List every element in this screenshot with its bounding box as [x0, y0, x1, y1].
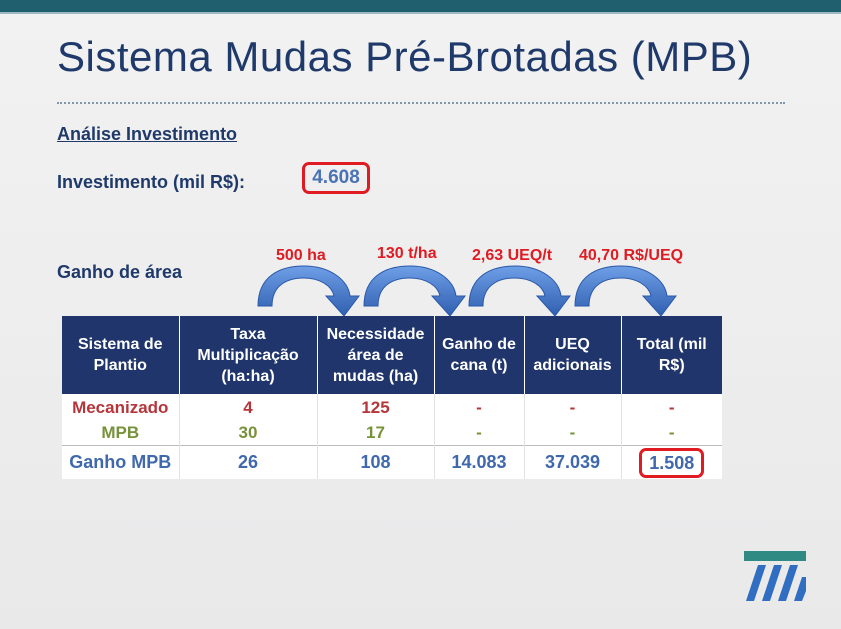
arrow-label-yield: 130 t/ha	[377, 245, 437, 262]
curved-arrow-icon	[363, 265, 466, 317]
table-cell: 14.083	[434, 445, 525, 479]
curved-arrow-icon	[574, 265, 677, 317]
top-bar-line	[0, 12, 841, 14]
table-cell: -	[434, 421, 525, 446]
header-multiplication-rate: Taxa Multiplicação (ha:ha)	[179, 316, 318, 394]
table-cell: -	[621, 421, 722, 446]
header-cane-gain: Ganho de cana (t)	[434, 316, 525, 394]
header-additional-ueq: UEQ adicionais	[524, 316, 622, 394]
table-cell: -	[524, 421, 622, 446]
table-cell: -	[524, 394, 622, 421]
table-row-mecanizado: Mecanizado 4 125 - - -	[62, 394, 722, 421]
header-line: Taxa	[230, 325, 266, 343]
header-line: R$)	[658, 357, 685, 374]
header-line: Multiplicação	[197, 346, 299, 364]
curved-arrow-icon	[468, 265, 571, 317]
table-cell: Ganho MPB	[62, 445, 180, 479]
table-cell: MPB	[62, 421, 180, 446]
header-seedling-area: Necessidade área de mudas (ha)	[317, 316, 435, 394]
table-cell: Mecanizado	[62, 394, 180, 421]
table-cell: 26	[179, 445, 318, 479]
table-cell: -	[434, 394, 525, 421]
top-bar	[0, 0, 841, 12]
header-total: Total (mil R$)	[621, 316, 722, 394]
analysis-heading: Análise Investimento	[57, 124, 238, 144]
company-logo	[744, 551, 806, 601]
arrow-label-area: 500 ha	[276, 247, 326, 264]
table-cell: 4	[179, 394, 318, 421]
total-value-highlight: 1.508	[639, 447, 705, 478]
header-line: cana (t)	[450, 357, 508, 374]
header-line: (ha:ha)	[221, 367, 275, 385]
area-gain-label: Ganho de área	[57, 262, 183, 282]
table-cell: -	[621, 394, 722, 421]
header-line: Necessidade	[326, 325, 425, 343]
header-line: Plantio	[93, 357, 147, 374]
title-divider	[57, 102, 785, 104]
investment-label: Investimento (mil R$):	[57, 172, 246, 192]
table-cell: 37.039	[524, 445, 622, 479]
header-line: adicionais	[533, 357, 612, 374]
table-cell-total: 1.508	[621, 445, 722, 479]
flow-arrows	[257, 265, 677, 317]
investment-value: 4.608	[302, 162, 370, 194]
table-cell: 108	[317, 445, 435, 479]
header-line: UEQ	[555, 336, 590, 353]
table-cell: 17	[317, 421, 435, 446]
table-row-ganho-mpb: Ganho MPB 26 108 14.083 37.039 1.508	[62, 445, 722, 479]
curved-arrow-icon	[257, 265, 360, 317]
header-line: Total (mil	[636, 336, 707, 353]
arrow-label-price: 40,70 R$/UEQ	[579, 247, 684, 264]
header-line: Ganho de	[442, 336, 516, 353]
header-line: Sistema de	[78, 336, 163, 353]
header-line: área de	[347, 346, 404, 364]
header-line: mudas (ha)	[332, 367, 419, 385]
table-cell: 125	[317, 394, 435, 421]
slide-title: Sistema Mudas Pré-Brotadas (MPB)	[57, 33, 753, 80]
arrow-label-ueq-rate: 2,63 UEQ/t	[472, 247, 553, 264]
table-cell: 30	[179, 421, 318, 446]
investment-table: Sistema de Plantio Taxa Multiplicação (h…	[62, 316, 722, 479]
header-planting-system: Sistema de Plantio	[62, 316, 180, 394]
table-header-row: Sistema de Plantio Taxa Multiplicação (h…	[62, 316, 722, 394]
table-row-mpb: MPB 30 17 - - -	[62, 421, 722, 446]
